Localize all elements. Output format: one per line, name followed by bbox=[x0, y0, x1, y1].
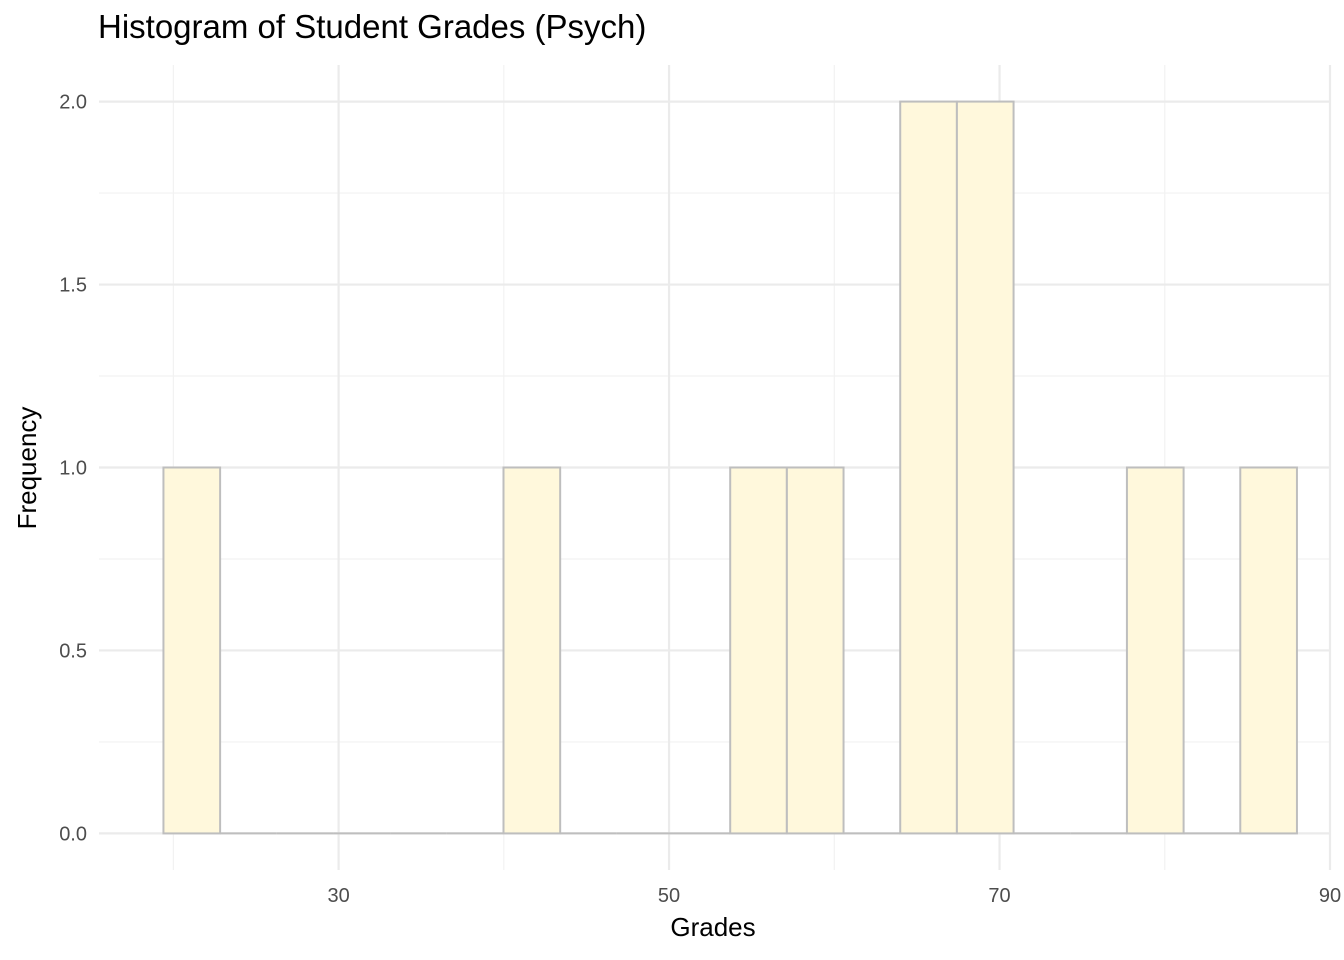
histogram-bar bbox=[729, 466, 788, 835]
y-tick-label: 0.0 bbox=[59, 823, 87, 845]
histogram-bar bbox=[955, 100, 1015, 835]
x-tick-label: 30 bbox=[327, 885, 349, 907]
chart-title: Histogram of Student Grades (Psych) bbox=[98, 8, 647, 45]
y-axis-tick-labels: 0.0 0.5 1.0 1.5 2.0 bbox=[59, 92, 87, 846]
histogram-bar bbox=[1239, 466, 1298, 835]
y-tick-label: 2.0 bbox=[59, 92, 87, 114]
y-tick-label: 1.0 bbox=[59, 458, 87, 480]
y-tick-label: 0.5 bbox=[59, 640, 87, 662]
x-tick-label: 70 bbox=[988, 885, 1010, 907]
y-axis-title: Frequency bbox=[12, 407, 42, 530]
histogram-bar bbox=[1125, 466, 1185, 835]
x-axis-title: Grades bbox=[670, 912, 755, 942]
y-tick-label: 1.5 bbox=[59, 275, 87, 297]
histogram-bar bbox=[899, 100, 958, 835]
histogram-bar bbox=[162, 466, 222, 835]
histogram-bars bbox=[162, 100, 1298, 835]
x-tick-label: 50 bbox=[658, 885, 680, 907]
x-tick-label: 90 bbox=[1319, 885, 1341, 907]
histogram-bar bbox=[502, 466, 562, 835]
histogram-bar bbox=[785, 466, 845, 835]
x-axis-tick-labels: 30 50 70 90 bbox=[327, 885, 1341, 907]
